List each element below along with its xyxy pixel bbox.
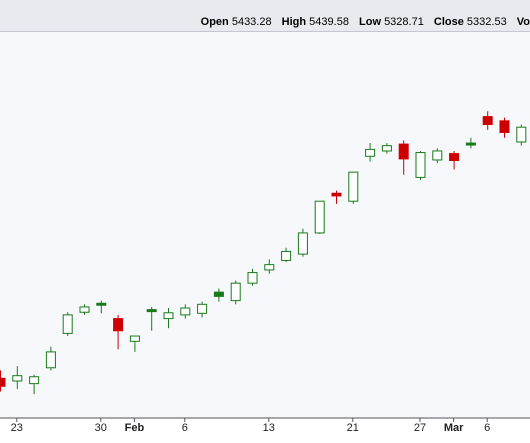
candle-body — [163, 312, 174, 320]
high-label: High — [281, 16, 307, 28]
candle-body — [230, 282, 241, 302]
candle — [381, 143, 392, 154]
candle-body — [281, 250, 292, 261]
candle-body — [0, 377, 6, 387]
candle-body — [516, 126, 527, 143]
candle-body — [247, 272, 258, 284]
candle-body — [264, 264, 275, 271]
candle-body — [482, 116, 493, 126]
candle-body — [449, 153, 460, 161]
candle-body — [146, 309, 157, 313]
x-tick-label: 13 — [263, 422, 275, 434]
candle — [230, 280, 241, 305]
plot-area — [0, 32, 530, 418]
candle — [79, 304, 90, 315]
candle — [146, 306, 157, 331]
volume-label: Vo — [516, 16, 530, 28]
close-value: 5332.53 — [466, 16, 507, 28]
high-value: 5439.58 — [309, 16, 349, 28]
low-value: 5328.71 — [384, 16, 424, 28]
candle — [180, 304, 191, 319]
candle — [365, 143, 376, 162]
candle-body — [331, 192, 342, 197]
close-label: Close — [433, 16, 464, 28]
candle-body — [113, 318, 124, 332]
candle — [499, 117, 510, 138]
x-tick-label: 6 — [182, 422, 188, 434]
candle-body — [62, 314, 73, 334]
candle — [163, 308, 174, 329]
candle — [129, 335, 140, 352]
candle — [297, 228, 308, 257]
candle — [415, 150, 426, 181]
candle — [465, 137, 476, 149]
candle-body — [129, 335, 140, 342]
candle-body — [45, 351, 56, 369]
chart-header: Open 5433.28 High 5439.58 Low 5328.71 Cl… — [0, 0, 530, 32]
candle-body — [465, 142, 476, 146]
x-tick-label: Feb — [125, 422, 145, 434]
x-tick-label: 27 — [414, 422, 426, 434]
candle — [348, 171, 359, 204]
x-tick-label: 23 — [11, 422, 23, 434]
x-tick-label: Mar — [444, 422, 464, 434]
candle — [96, 300, 107, 314]
candle — [314, 200, 325, 234]
candle-body — [314, 200, 325, 234]
candle — [29, 374, 40, 395]
candle-body — [415, 152, 426, 178]
candle — [331, 190, 342, 204]
candle — [281, 247, 292, 263]
candle — [432, 148, 443, 164]
candle-body — [96, 302, 107, 306]
ohlc-readout: Open 5433.28 High 5439.58 Low 5328.71 Cl… — [201, 16, 530, 28]
open-value: 5433.28 — [231, 16, 272, 28]
candle-body — [79, 306, 90, 313]
candle-body — [29, 376, 40, 385]
candle — [398, 140, 409, 175]
candle — [264, 259, 275, 274]
candle-body — [297, 232, 308, 255]
candle — [45, 346, 56, 371]
candle — [0, 370, 6, 392]
candle — [247, 268, 258, 286]
candle — [12, 366, 23, 389]
open-label: Open — [200, 16, 229, 28]
candle-body — [381, 145, 392, 152]
candle-body — [499, 120, 510, 133]
candle — [113, 314, 124, 350]
candle-body — [398, 143, 409, 160]
candle — [449, 150, 460, 170]
x-tick-label: 30 — [95, 422, 107, 434]
candle — [197, 301, 208, 318]
candle — [213, 288, 224, 302]
candle-body — [348, 171, 359, 202]
candle-body — [197, 303, 208, 314]
candle-body — [432, 150, 443, 161]
candle-body — [12, 375, 23, 382]
candle — [516, 124, 527, 146]
low-label: Low — [359, 16, 381, 28]
candle — [482, 111, 493, 130]
x-tick-label: 21 — [347, 422, 359, 434]
x-tick-label: 6 — [484, 422, 490, 434]
candle-body — [180, 307, 191, 316]
candle — [62, 312, 73, 337]
candle-body — [213, 291, 224, 297]
candle-body — [365, 148, 376, 157]
